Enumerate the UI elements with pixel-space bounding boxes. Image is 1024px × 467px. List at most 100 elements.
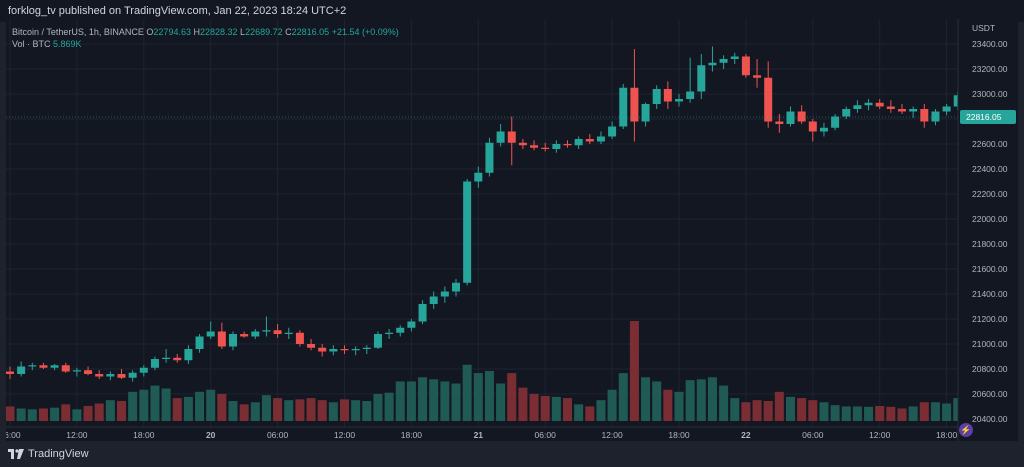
candle-body <box>407 321 416 328</box>
volume-bar <box>507 373 517 421</box>
y-tick-label: 21800.00 <box>972 239 1008 249</box>
candle-body <box>507 131 516 143</box>
volume-bar <box>172 398 182 421</box>
volume-bar <box>27 409 37 421</box>
candle-body <box>284 332 293 334</box>
candle-body <box>630 87 639 122</box>
volume-value: 5.869K <box>53 39 82 49</box>
volume-bar <box>239 404 249 421</box>
volume-bar <box>685 380 695 421</box>
candle-body <box>418 304 427 322</box>
x-tick-label: 12:00 <box>869 430 891 440</box>
volume-label: Vol · BTC <box>12 39 51 49</box>
candle-body <box>920 109 929 122</box>
publisher-header: forklog_tv published on TradingView.com,… <box>0 0 1024 22</box>
candle-body <box>329 349 338 352</box>
y-tick-label: 22400.00 <box>972 164 1008 174</box>
y-tick-label: 23000.00 <box>972 89 1008 99</box>
candle-body <box>530 145 539 148</box>
x-tick-label: 06:00 <box>802 430 824 440</box>
candle-body <box>50 365 59 368</box>
candle-body <box>61 365 70 372</box>
candle-body <box>608 126 617 137</box>
volume-bar <box>150 385 160 421</box>
candle-body <box>173 357 182 361</box>
volume-bar <box>629 321 639 421</box>
volume-bar <box>406 381 416 421</box>
volume-bar <box>518 387 528 421</box>
candle-body <box>429 296 438 304</box>
time-axis[interactable]: 06:00 12:00 18:00 20 06:00 12:00 18:00 21 06:00 1… <box>0 426 958 440</box>
candle-body <box>552 144 561 149</box>
tradingview-logo[interactable]: TradingView <box>8 448 89 460</box>
price-axis[interactable]: USDT23400.0023200.0023000.0022800.002260… <box>957 19 1018 441</box>
candle-body <box>295 332 304 344</box>
candle-body <box>797 111 806 122</box>
high-label: H <box>193 27 200 37</box>
volume-bar <box>72 409 82 421</box>
footer: TradingView <box>0 441 1024 467</box>
candle-body <box>864 102 873 106</box>
volume-bar <box>362 401 372 421</box>
candle-body <box>396 327 405 333</box>
volume-bar <box>83 406 93 421</box>
x-tick-label: 06:00 <box>6 430 21 440</box>
volume-bar <box>250 402 260 421</box>
volume-bar <box>864 406 874 421</box>
price-chart[interactable]: USDT23400.0023200.0023000.0022800.002260… <box>0 19 1018 441</box>
volume-bar <box>819 402 829 421</box>
volume-bar <box>875 406 885 421</box>
candle-body <box>262 330 271 332</box>
candle-body <box>28 365 37 367</box>
candle-body <box>619 87 628 127</box>
candle-body <box>150 359 159 368</box>
candle-body <box>474 172 483 182</box>
candle-body <box>485 142 494 173</box>
legend: Bitcoin / TetherUS, 1h, BINANCE O22794.6… <box>12 26 399 50</box>
volume-bar <box>763 401 773 421</box>
candle-body <box>741 56 750 76</box>
y-tick-label: 23400.00 <box>972 39 1008 49</box>
y-tick-label: 22200.00 <box>972 189 1008 199</box>
volume-bar <box>418 377 428 421</box>
candle-body <box>206 331 215 337</box>
candle-body <box>898 109 906 112</box>
volume-bar <box>317 400 327 421</box>
volume-bar <box>607 389 617 421</box>
candle-body <box>775 121 784 124</box>
volume-bar <box>886 406 896 421</box>
volume-bar <box>719 385 729 421</box>
chart-pane[interactable]: USDT23400.0023200.0023000.0022800.002260… <box>0 19 1018 441</box>
candle-body <box>362 347 371 349</box>
candle-body <box>273 330 282 334</box>
volume-bar <box>50 407 60 421</box>
volume-bar <box>373 393 383 421</box>
open-value: 22794.63 <box>153 27 191 37</box>
candle-body <box>753 75 762 78</box>
candle-body <box>875 102 884 107</box>
candle-body <box>340 349 349 351</box>
published-line: forklog_tv published on TradingView.com,… <box>8 5 347 17</box>
grid <box>6 19 958 427</box>
candle-body <box>385 332 394 334</box>
bolt-icon[interactable]: ⚡ <box>959 423 973 437</box>
candle-body <box>440 291 449 297</box>
candle-body <box>931 111 940 122</box>
symbol-title[interactable]: Bitcoin / TetherUS, 1h, BINANCE <box>12 27 144 37</box>
close-label: C <box>285 27 292 37</box>
tradingview-icon <box>8 449 24 459</box>
volume-bar <box>484 371 494 421</box>
candle-body <box>251 331 260 337</box>
volume-bar <box>786 396 795 421</box>
volume-bars <box>5 321 985 421</box>
x-tick-label: 22 <box>741 430 751 440</box>
candle-body <box>641 104 650 122</box>
volume-bar <box>351 400 361 421</box>
volume-bar <box>652 381 662 421</box>
volume-bar <box>563 398 572 421</box>
candle-body <box>106 374 115 377</box>
candle-body <box>786 111 795 124</box>
candle-body <box>842 109 851 117</box>
candle-body <box>697 65 706 92</box>
volume-bar <box>261 395 271 421</box>
